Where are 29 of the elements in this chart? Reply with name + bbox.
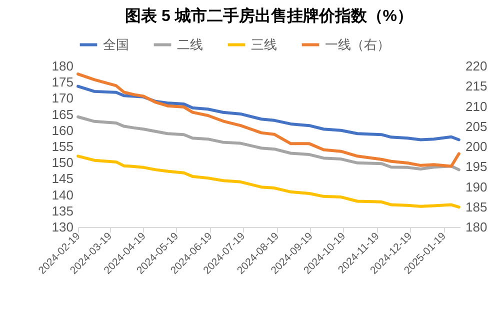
y2-tick-label: 220 <box>466 58 488 74</box>
y2-tick-label: 180 <box>466 220 488 234</box>
legend-label: 一线（右） <box>325 36 390 52</box>
y-tick-label: 175 <box>52 74 74 90</box>
y-tick-label: 170 <box>52 90 74 106</box>
y-tick-label: 180 <box>52 58 74 74</box>
line-series <box>76 72 460 168</box>
y-tick-label: 155 <box>52 139 74 154</box>
y-tick-label: 150 <box>52 155 74 170</box>
y2-tick-label: 205 <box>466 118 488 134</box>
y2-tick-label: 195 <box>466 159 488 174</box>
y-tick-label: 140 <box>52 187 74 202</box>
chart-title: 图表 5 城市二手房出售挂牌价指数（%） <box>124 6 414 25</box>
line-series <box>76 154 460 209</box>
y2-tick-label: 200 <box>466 139 488 154</box>
y-tick-label: 135 <box>52 203 74 218</box>
line-series <box>76 115 460 172</box>
y-tick-label: 145 <box>52 171 74 186</box>
y2-tick-label: 215 <box>466 78 488 94</box>
legend-label: 全国 <box>103 36 129 52</box>
y-tick-label: 165 <box>52 106 74 122</box>
y2-tick-label: 210 <box>466 98 488 114</box>
y2-tick-label: 185 <box>466 199 488 214</box>
legend-label: 三线 <box>251 36 277 52</box>
y-tick-label: 130 <box>52 220 74 234</box>
legend-label: 二线 <box>177 36 203 52</box>
line-series <box>76 84 460 142</box>
y-tick-label: 160 <box>52 122 74 138</box>
y2-tick-label: 190 <box>466 179 488 194</box>
